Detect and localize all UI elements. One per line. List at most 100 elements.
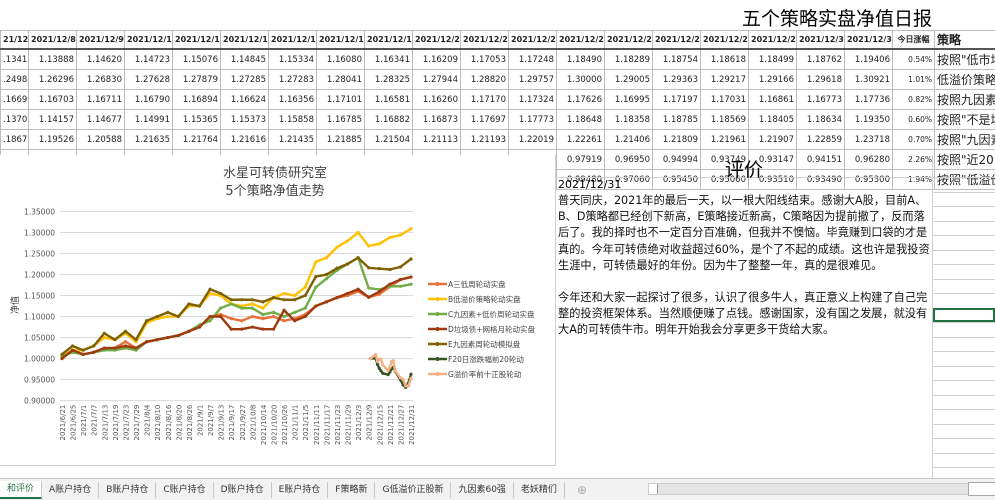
change-header[interactable]: 今日涨幅: [893, 31, 935, 50]
nav-cell[interactable]: 1.18490: [557, 49, 605, 70]
date-header[interactable]: 2021/12/24: [605, 31, 653, 50]
sheet-tab[interactable]: F策略新: [328, 482, 375, 498]
sheet-tab[interactable]: 九因素60强: [451, 482, 513, 498]
nav-cell[interactable]: 1.17101: [317, 90, 365, 110]
nav-cell[interactable]: 1.16711: [77, 90, 125, 110]
nav-cell[interactable]: 1.18634: [797, 110, 845, 130]
nav-cell[interactable]: 1.29757: [509, 70, 557, 90]
nav-cell[interactable]: 1.14620: [77, 49, 125, 70]
sheet-tab[interactable]: C账户持仓: [156, 482, 213, 498]
change-cell[interactable]: 1.01%: [893, 70, 935, 90]
nav-cell[interactable]: 1.16894: [173, 90, 221, 110]
nav-cell[interactable]: 1.18754: [653, 49, 701, 70]
nav-cell[interactable]: 1.16209: [413, 49, 461, 70]
date-header[interactable]: 2021/12/27: [653, 31, 701, 50]
nav-cell[interactable]: 1.18618: [701, 49, 749, 70]
date-header[interactable]: 2021/12/13: [173, 31, 221, 50]
nav-cell[interactable]: 1.16773: [797, 90, 845, 110]
nav-cell[interactable]: 1.16080: [317, 49, 365, 70]
date-header[interactable]: 2021/12/10: [125, 31, 173, 50]
change-cell[interactable]: 0.60%: [893, 110, 935, 130]
nav-cell[interactable]: 1.19406: [845, 49, 893, 70]
nav-cell[interactable]: 1.27944: [413, 70, 461, 90]
sheet-tab[interactable]: A账户持仓: [42, 482, 99, 498]
nav-cell[interactable]: .16696: [1, 90, 29, 110]
nav-cell[interactable]: 1.28820: [461, 70, 509, 90]
nav-cell[interactable]: 1.17031: [701, 90, 749, 110]
nav-cell[interactable]: 1.22261: [557, 130, 605, 150]
nav-cell[interactable]: 1.29618: [797, 70, 845, 90]
nav-cell[interactable]: .13707: [1, 110, 29, 130]
nav-cell[interactable]: 1.17773: [509, 110, 557, 130]
nav-cell[interactable]: 1.19350: [845, 110, 893, 130]
nav-cell[interactable]: 1.18762: [797, 49, 845, 70]
nav-cell[interactable]: 1.21809: [653, 130, 701, 150]
nav-cell[interactable]: 1.17197: [653, 90, 701, 110]
nav-cell[interactable]: 1.16873: [413, 110, 461, 130]
nav-cell[interactable]: 1.27628: [125, 70, 173, 90]
nav-cell[interactable]: 1.22019: [509, 130, 557, 150]
nav-cell[interactable]: 1.16785: [317, 110, 365, 130]
date-header[interactable]: 2021/12/9: [77, 31, 125, 50]
date-header[interactable]: 2021/12/16: [317, 31, 365, 50]
strategy-cell[interactable]: 按照"近20日: [935, 150, 995, 170]
nav-cell[interactable]: 1.14677: [77, 110, 125, 130]
nav-cell[interactable]: 1.14845: [221, 49, 269, 70]
nav-cell[interactable]: 1.21961: [701, 130, 749, 150]
nav-cell[interactable]: 1.29217: [701, 70, 749, 90]
date-header[interactable]: 21/12/7: [1, 31, 29, 50]
sheet-tab[interactable]: G低溢价正股新: [375, 482, 451, 498]
nav-cell[interactable]: 1.17248: [509, 49, 557, 70]
nav-cell[interactable]: .13415: [1, 49, 29, 70]
nav-cell[interactable]: 1.14723: [125, 49, 173, 70]
strategy-cell[interactable]: 按照"低市场: [935, 49, 995, 70]
date-header[interactable]: 2021/12/23: [557, 31, 605, 50]
nav-cell[interactable]: 1.23718: [845, 130, 893, 150]
nav-cell[interactable]: 1.17736: [845, 90, 893, 110]
nav-cell[interactable]: 1.21435: [269, 130, 317, 150]
nav-cell[interactable]: 1.27283: [269, 70, 317, 90]
date-header[interactable]: 2021/12/29: [749, 31, 797, 50]
nav-cell[interactable]: 1.18289: [605, 49, 653, 70]
nav-cell[interactable]: 1.13888: [29, 49, 77, 70]
nav-cell[interactable]: 1.16581: [365, 90, 413, 110]
date-header[interactable]: 2021/12/31: [845, 31, 893, 50]
date-header[interactable]: 2021/12/30: [797, 31, 845, 50]
nav-cell[interactable]: 1.17170: [461, 90, 509, 110]
nav-cell[interactable]: 1.28041: [317, 70, 365, 90]
nav-cell[interactable]: 1.17053: [461, 49, 509, 70]
date-header[interactable]: 2021/12/8: [29, 31, 77, 50]
nav-cell[interactable]: 1.21504: [365, 130, 413, 150]
nav-cell[interactable]: 1.30921: [845, 70, 893, 90]
date-header[interactable]: 2021/12/17: [365, 31, 413, 50]
strategy-cell[interactable]: 按照"九因素: [935, 130, 995, 150]
date-header[interactable]: 2021/12/28: [701, 31, 749, 50]
nav-cell[interactable]: 1.21907: [749, 130, 797, 150]
nav-cell[interactable]: 1.16790: [125, 90, 173, 110]
sheet-tab[interactable]: D账户持仓: [214, 482, 272, 498]
nav-cell[interactable]: 1.18405: [749, 110, 797, 130]
strategy-cell[interactable]: 按照九因素: [935, 90, 995, 110]
nav-cell[interactable]: 1.15373: [221, 110, 269, 130]
sheet-tab[interactable]: 老妖精们: [514, 482, 565, 498]
date-header[interactable]: 2021/12/21: [461, 31, 509, 50]
nav-cell[interactable]: 1.18569: [701, 110, 749, 130]
nav-cell[interactable]: 1.15858: [269, 110, 317, 130]
nav-cell[interactable]: 1.18358: [605, 110, 653, 130]
nav-cell[interactable]: 1.14157: [29, 110, 77, 130]
nav-cell[interactable]: 1.21113: [413, 130, 461, 150]
nav-cell[interactable]: 1.16356: [269, 90, 317, 110]
nav-cell[interactable]: 1.21635: [125, 130, 173, 150]
nav-cell[interactable]: 1.29363: [653, 70, 701, 90]
change-cell[interactable]: 0.54%: [893, 49, 935, 70]
nav-cell[interactable]: 1.17626: [557, 90, 605, 110]
nav-cell[interactable]: 1.28325: [365, 70, 413, 90]
sheet-tab[interactable]: E账户持仓: [272, 482, 329, 498]
nav-cell[interactable]: 1.21406: [605, 130, 653, 150]
nav-cell[interactable]: 1.26830: [77, 70, 125, 90]
nav-cell[interactable]: 1.19526: [29, 130, 77, 150]
date-header[interactable]: 2021/12/20: [413, 31, 461, 50]
strategy-cell[interactable]: 按照"低溢价: [935, 170, 995, 190]
nav-cell[interactable]: 1.15076: [173, 49, 221, 70]
